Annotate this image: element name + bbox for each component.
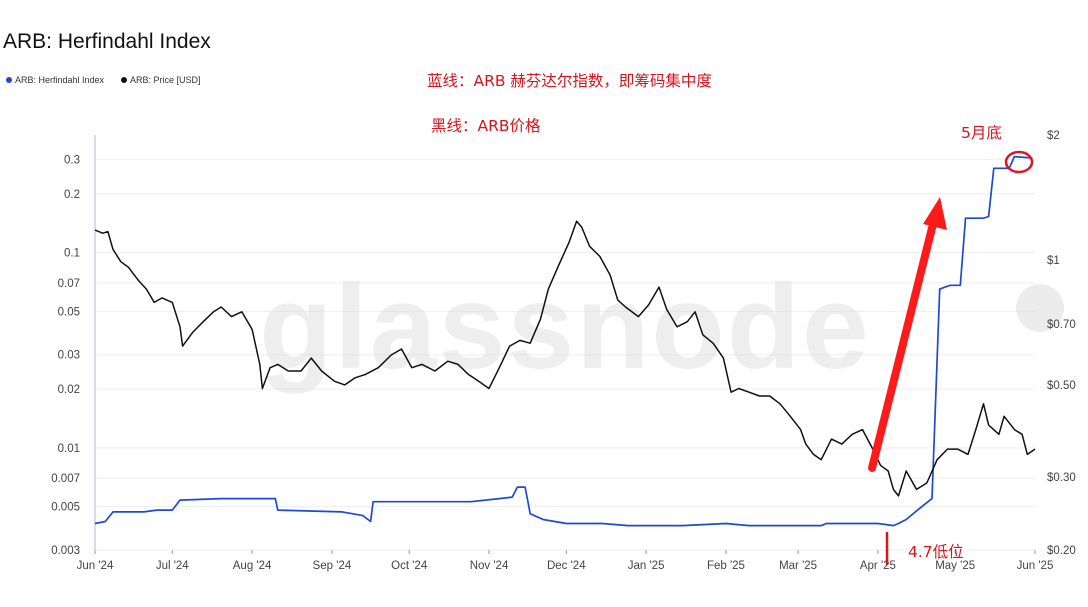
legend-marker-herfindahl <box>6 77 12 83</box>
x-tick-label: May '25 <box>935 560 975 572</box>
y-left-tick-label: 0.05 <box>58 306 80 318</box>
y-left-tick-label: 0.01 <box>58 443 80 455</box>
y-left-tick-label: 0.03 <box>58 350 80 362</box>
annotation-blue-line-note: 蓝线：ARB 赫芬达尔指数，即筹码集中度 <box>427 72 712 90</box>
y-left-tick-label: 0.02 <box>58 384 80 396</box>
legend-label-price[interactable]: ARB: Price [USD] <box>130 75 201 85</box>
legend: ARB: Herfindahl Index ARB: Price [USD] <box>6 75 201 85</box>
x-axis-ticks: Jun '24 Jul '24 Aug '24 Sep '24 Oct '24 Nov '… <box>77 550 1054 572</box>
y-right-tick-label: $0.50 <box>1047 380 1076 392</box>
y-left-tick-label: 0.07 <box>58 278 80 290</box>
y-right-tick-label: $0.20 <box>1047 545 1076 557</box>
y-left-tick-label: 0.1 <box>64 248 80 260</box>
highlight-circle <box>1004 150 1034 174</box>
chart-title: ARB: Herfindahl Index <box>3 30 211 53</box>
x-tick-label: Sep '24 <box>313 560 352 572</box>
x-tick-label: Jun '25 <box>1017 560 1054 572</box>
x-tick-label: Jan '25 <box>628 560 665 572</box>
y-axis-left-ticks: 0.3 0.2 0.1 0.07 0.05 0.03 0.02 0.01 0.007 0.005 0… <box>51 154 80 557</box>
y-left-tick-label: 0.007 <box>51 473 80 485</box>
y-right-tick-label: $0.30 <box>1047 472 1076 484</box>
y-right-tick-label: $0.70 <box>1047 319 1076 331</box>
rise-arrow-head-icon <box>923 197 947 230</box>
x-tick-label: Aug '24 <box>233 560 272 572</box>
legend-label-herfindahl[interactable]: ARB: Herfindahl Index <box>15 75 105 85</box>
annotation-layer: 蓝线：ARB 赫芬达尔指数，即筹码集中度 黑线：ARB价格 5月底 4.7低位 <box>427 72 1034 565</box>
x-tick-label: Nov '24 <box>470 560 509 572</box>
y-left-tick-label: 0.003 <box>51 545 80 557</box>
y-left-tick-label: 0.005 <box>51 502 80 514</box>
annotation-end-may: 5月底 <box>961 124 1002 142</box>
x-tick-label: Mar '25 <box>779 560 817 572</box>
y-left-tick-label: 0.2 <box>64 189 80 201</box>
annotation-apr7-low: 4.7低位 <box>908 543 964 561</box>
watermark-logo-icon <box>1016 284 1064 332</box>
watermark: glassnode <box>259 260 871 394</box>
y-right-tick-label: $2 <box>1047 130 1060 142</box>
x-tick-label: Feb '25 <box>707 560 745 572</box>
series-line-price[interactable] <box>94 220 1036 497</box>
rise-arrow-shaft <box>868 216 938 472</box>
x-tick-label: Oct '24 <box>391 560 428 572</box>
x-tick-label: Jun '24 <box>77 560 114 572</box>
y-left-tick-label: 0.3 <box>64 154 80 166</box>
annotation-black-line-note: 黑线：ARB价格 <box>431 117 541 135</box>
series-line-herfindahl[interactable] <box>94 155 1033 527</box>
y-right-tick-label: $1 <box>1047 255 1060 267</box>
y-axis-right-ticks: $2 $1 $0.70 $0.50 $0.30 $0.20 <box>1047 130 1076 557</box>
series-layer <box>94 155 1036 527</box>
legend-marker-price <box>121 77 127 83</box>
x-tick-label: Dec '24 <box>547 560 586 572</box>
x-tick-label: Apr '25 <box>860 560 896 572</box>
x-tick-label: Jul '24 <box>156 560 189 572</box>
